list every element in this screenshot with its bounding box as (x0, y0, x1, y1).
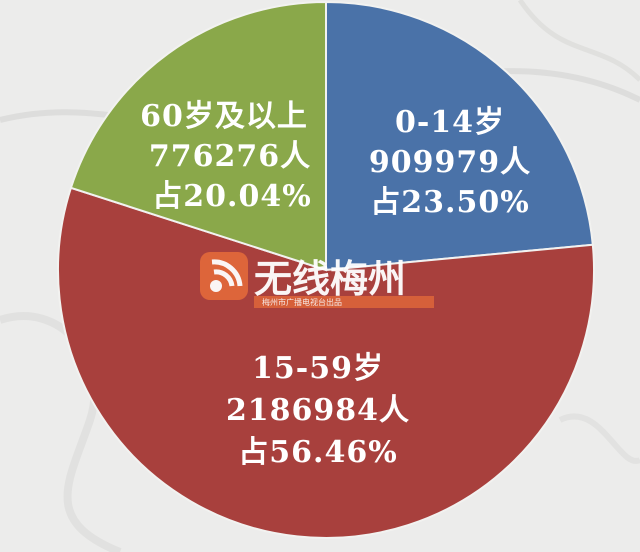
slice-0-percent: 占23.50% (370, 185, 529, 220)
pie-slices (57, 0, 595, 539)
slice-1-count: 2186984人 (226, 393, 410, 428)
pie-slice-2 (69, 0, 327, 272)
slice-2-percent: 占20.04% (152, 179, 311, 214)
slice-2-count: 776276人 (149, 139, 311, 174)
watermark-sub: 梅州市广播电视台出品 (262, 297, 342, 307)
slice-1-label: 15-59岁 (252, 351, 384, 386)
slice-0-label: 0-14岁 (395, 105, 505, 140)
slice-0-count: 909979人 (369, 145, 531, 180)
watermark-logo: 无线梅州 梅州市广播电视台出品 (200, 252, 434, 308)
pie-labels: 0-14岁 909979人 占23.50% 15-59岁 2186984人 占5… (140, 99, 531, 470)
watermark-icon (200, 252, 248, 300)
pie-slice-0 (325, 0, 594, 272)
slice-1-percent: 占56.46% (238, 435, 397, 470)
slice-2-label: 60岁及以上 (140, 99, 308, 134)
pie-slice-1 (57, 186, 595, 539)
watermark-brand: 无线梅州 (254, 257, 406, 301)
